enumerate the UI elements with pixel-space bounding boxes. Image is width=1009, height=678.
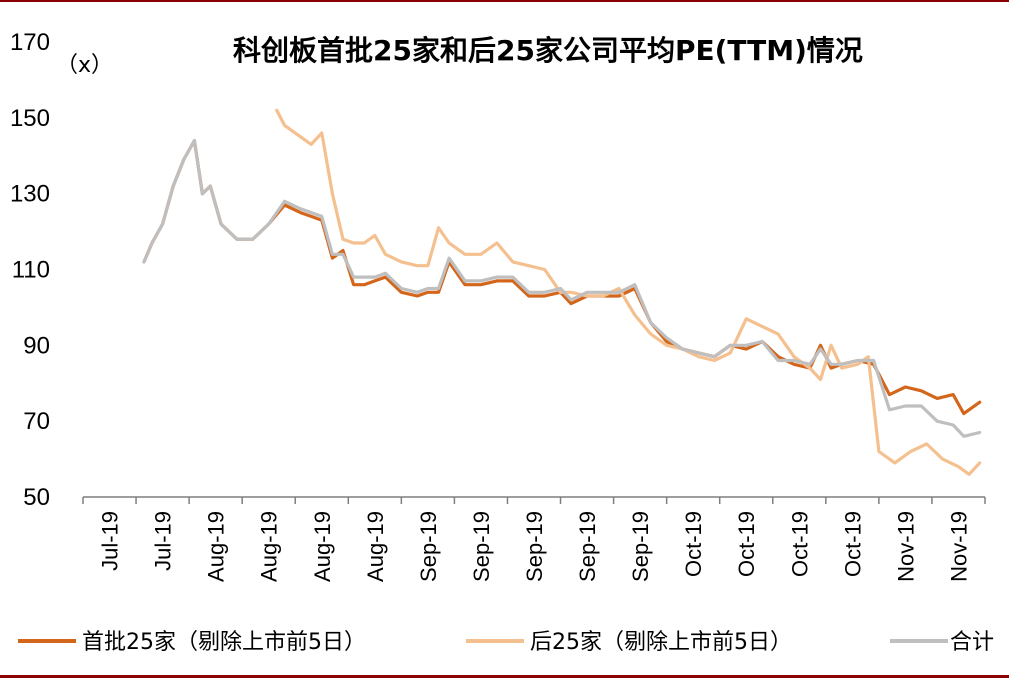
x-tick-label: Sep-19: [469, 511, 494, 582]
y-axis-unit-label: （x）: [56, 53, 113, 78]
y-axis-ticks: 50 70 90 110 130 150 170: [10, 29, 50, 511]
y-tick-label: 110: [12, 257, 50, 284]
x-tick-label: Nov-19: [893, 511, 918, 582]
x-tick-label: Sep-19: [522, 511, 547, 582]
x-tick-label: Sep-19: [575, 511, 600, 582]
x-tick-label: Jul-19: [98, 511, 123, 571]
chart-title: 科创板首批25家和后25家公司平均PE(TTM)情况: [233, 34, 863, 67]
x-axis-ticks: Jul-19 Jul-19 Aug-19 Aug-19 Aug-19 Aug-19 Sep-…: [82, 497, 986, 582]
y-tick-label: 50: [23, 484, 50, 511]
top-border: [0, 0, 1009, 2]
series-line-1: [142, 139, 982, 416]
x-tick-label: Aug-19: [363, 511, 388, 582]
legend-label-2: 后25家（剔除上市前5日）: [530, 630, 792, 655]
x-tick-label: Sep-19: [416, 511, 441, 582]
y-tick-label: 150: [10, 105, 50, 132]
bottom-border: [0, 675, 1009, 678]
legend-label-1: 首批25家（剔除上市前5日）: [82, 630, 366, 655]
x-tick-label: Aug-19: [257, 511, 282, 582]
x-tick-label: Jul-19: [151, 511, 176, 571]
series-lines: [142, 108, 982, 476]
x-tick-label: Aug-19: [204, 511, 229, 582]
y-tick-label: 70: [23, 408, 50, 435]
x-tick-label: Oct-19: [787, 511, 812, 577]
x-tick-label: Sep-19: [628, 511, 653, 582]
y-tick-label: 130: [10, 181, 50, 208]
x-tick-label: Aug-19: [310, 511, 335, 582]
series-line-3: [142, 139, 982, 438]
x-tick-label: Oct-19: [840, 511, 865, 577]
y-tick-label: 90: [23, 332, 50, 359]
y-tick-label: 170: [10, 29, 50, 56]
legend-label-3: 合计: [950, 630, 994, 655]
legend: 首批25家（剔除上市前5日） 后25家（剔除上市前5日） 合计: [18, 630, 994, 655]
x-tick-label: Oct-19: [681, 511, 706, 577]
x-tick-label: Nov-19: [946, 511, 971, 582]
x-tick-label: Oct-19: [734, 511, 759, 577]
